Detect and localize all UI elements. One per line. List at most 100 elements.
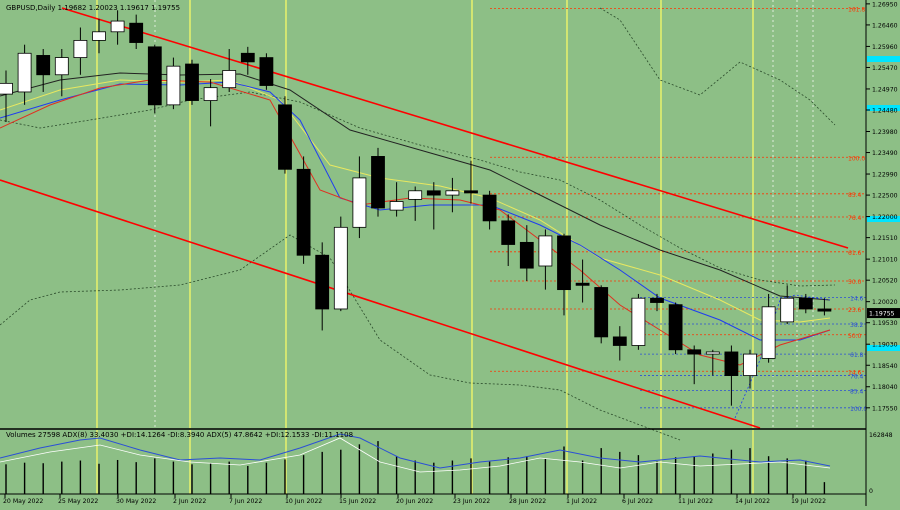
fib-level-label: 38.2 xyxy=(850,322,864,329)
candle-body xyxy=(705,351,720,355)
candle-body xyxy=(222,70,237,89)
candle-body xyxy=(129,22,144,43)
candle-body xyxy=(743,353,757,376)
candle-body xyxy=(166,65,181,106)
fib-level-label: 100.0 xyxy=(850,406,867,413)
candle-body xyxy=(408,190,423,200)
price-tick-label: 1.24970 xyxy=(872,86,898,93)
price-tick-label: 1.17550 xyxy=(872,405,898,412)
candle-body xyxy=(259,57,274,86)
candle-body xyxy=(798,297,813,310)
volume-max-label: 162848 xyxy=(869,432,893,439)
candle-body xyxy=(687,349,702,355)
upper-band xyxy=(599,7,836,126)
candle-body xyxy=(482,194,497,222)
time-tick-label: 6 Jul 2022 xyxy=(622,498,653,505)
indicator-header: Volumes 27598 ADX(8) 33.4030 +DI:14.1264… xyxy=(6,431,353,439)
candle-body xyxy=(612,336,627,346)
price-tick-label: 1.25960 xyxy=(872,44,898,51)
candle-body xyxy=(73,39,88,58)
price-tick-label: 1.23980 xyxy=(872,129,898,136)
candle-body xyxy=(296,168,311,256)
candle-body xyxy=(724,351,739,376)
current-price-box xyxy=(867,308,900,319)
candle-body xyxy=(445,190,460,196)
candle-body xyxy=(538,235,553,267)
price-tick-label: 1.26460 xyxy=(872,22,898,29)
price-tick-label: 1.26950 xyxy=(872,1,898,8)
candle-body xyxy=(147,46,162,106)
time-tick-label: 20 May 2022 xyxy=(3,498,43,505)
candle-body xyxy=(92,31,106,41)
candle-body xyxy=(761,306,776,359)
time-tick-label: 1 Jul 2022 xyxy=(566,498,597,505)
time-tick-label: 15 Jun 2022 xyxy=(339,498,376,505)
price-level-tag xyxy=(867,345,900,351)
price-tick-label: 1.20020 xyxy=(872,299,898,306)
candle-body xyxy=(352,177,367,228)
price-level-tag xyxy=(867,216,900,222)
candle-body xyxy=(110,20,125,33)
time-tick-label: 2 Jun 2022 xyxy=(173,498,206,505)
time-tick-label: 30 May 2022 xyxy=(116,498,156,505)
fib-level-label: 85.4 xyxy=(848,192,862,199)
price-tick-label: 1.18540 xyxy=(872,363,898,370)
candle-body xyxy=(426,190,441,196)
fib-level-label: 50.0 xyxy=(848,333,862,340)
time-tick-label: 23 Jun 2022 xyxy=(453,498,490,505)
channel-lower-line xyxy=(0,179,761,429)
price-tick-label: 1.25470 xyxy=(872,65,898,72)
fib-level-label: 61.6 xyxy=(848,250,862,257)
candle-body xyxy=(668,304,683,351)
fib-level-label: 85.4 xyxy=(850,389,864,396)
fib-level-label: 14.6 xyxy=(850,295,864,302)
price-tick-label: 1.19530 xyxy=(872,320,898,327)
symbol-info: GBPUSD,Daily 1.19682 1.20023 1.19617 1.1… xyxy=(6,4,180,12)
price-tick-label: 1.24480 xyxy=(872,108,898,115)
candle-body xyxy=(36,55,51,76)
candle-body xyxy=(780,297,795,323)
time-tick-label: 10 Jun 2022 xyxy=(285,498,322,505)
price-tick-label: 1.23490 xyxy=(872,150,898,157)
price-tick-label: 1.21510 xyxy=(872,235,898,242)
price-tick-label: 1.22990 xyxy=(872,172,898,179)
fib-level-label: 161.8 xyxy=(848,7,865,14)
time-tick-label: 11 Jul 2022 xyxy=(678,498,713,505)
candle-body xyxy=(389,201,404,211)
fib-level-label: 50.0 xyxy=(848,279,862,286)
candle-body xyxy=(315,254,330,310)
price-tick-label: 1.20520 xyxy=(872,278,898,285)
candle-body xyxy=(575,282,590,286)
candle-body xyxy=(17,52,32,93)
time-tick-label: 28 Jun 2022 xyxy=(509,498,546,505)
candle-body xyxy=(278,104,292,170)
candle-body xyxy=(501,220,516,245)
fib-level-label: 100.0 xyxy=(848,155,865,162)
candle-body xyxy=(371,156,385,209)
time-tick-label: 14 Jul 2022 xyxy=(735,498,770,505)
candle-body xyxy=(464,190,478,194)
price-level-tag xyxy=(867,56,900,62)
candle-body xyxy=(519,241,534,269)
candle-body xyxy=(54,57,69,76)
fib-level-label: 23.6 xyxy=(848,307,862,314)
fib-level-label: 61.8 xyxy=(850,352,864,359)
current-price-label: 1.19755 xyxy=(869,311,895,318)
candle-body xyxy=(594,287,609,338)
candle-body xyxy=(557,235,571,291)
candle-body xyxy=(817,308,832,312)
fib-level-label: 76.4 xyxy=(848,215,862,222)
time-tick-label: 20 Jun 2022 xyxy=(396,498,433,505)
volume-min-label: 0 xyxy=(869,488,873,495)
price-tick-label: 1.22500 xyxy=(872,193,898,200)
price-tick-label: 1.19030 xyxy=(872,342,898,349)
candle-body xyxy=(240,52,255,63)
candle-body xyxy=(650,297,664,303)
price-tick-label: 1.22000 xyxy=(872,214,898,221)
candle-body xyxy=(203,87,218,101)
fib-level-label: 14.6 xyxy=(848,369,862,376)
middle-band xyxy=(0,91,836,287)
time-tick-label: 7 Jun 2022 xyxy=(229,498,262,505)
candle-body xyxy=(631,297,646,346)
